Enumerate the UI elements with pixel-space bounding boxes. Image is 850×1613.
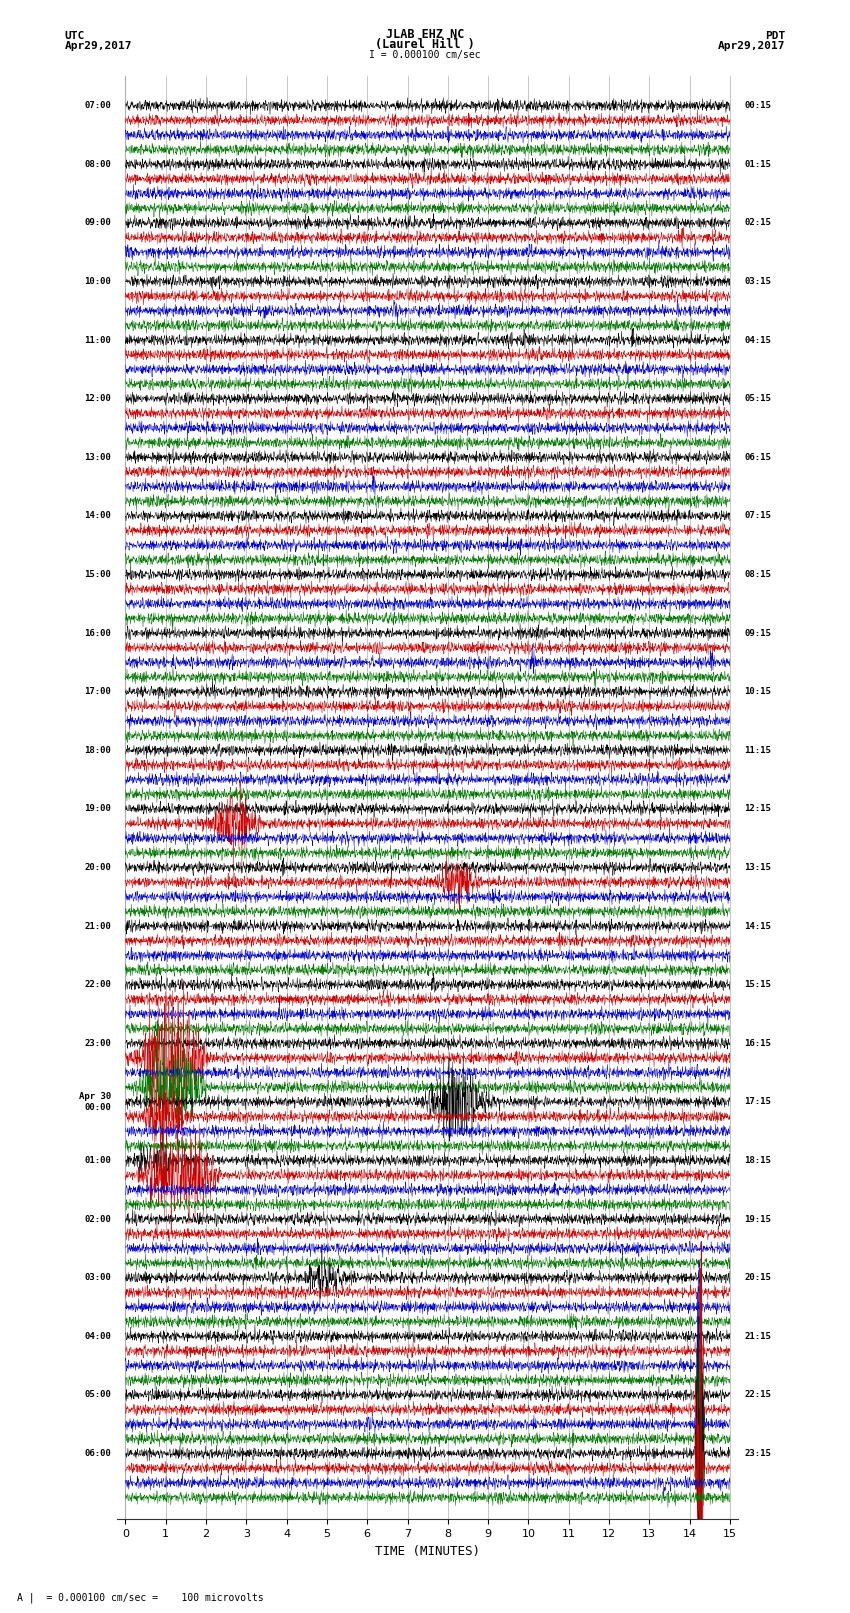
Text: 14:00: 14:00: [84, 511, 111, 521]
Text: 11:15: 11:15: [744, 745, 771, 755]
Text: 08:00: 08:00: [84, 160, 111, 169]
Text: 20:15: 20:15: [744, 1273, 771, 1282]
Text: 18:00: 18:00: [84, 745, 111, 755]
Text: 16:15: 16:15: [744, 1039, 771, 1048]
Text: 07:15: 07:15: [744, 511, 771, 521]
Text: 03:15: 03:15: [744, 277, 771, 286]
Text: Apr29,2017: Apr29,2017: [65, 40, 132, 50]
Text: 07:00: 07:00: [84, 102, 111, 110]
Text: JLAB EHZ NC: JLAB EHZ NC: [386, 27, 464, 40]
Text: 13:00: 13:00: [84, 453, 111, 461]
Text: 19:15: 19:15: [744, 1215, 771, 1224]
Text: PDT: PDT: [765, 31, 785, 40]
Text: 00:15: 00:15: [744, 102, 771, 110]
Text: 02:15: 02:15: [744, 218, 771, 227]
Text: 11:00: 11:00: [84, 336, 111, 345]
X-axis label: TIME (MINUTES): TIME (MINUTES): [375, 1545, 480, 1558]
Text: 22:00: 22:00: [84, 981, 111, 989]
Text: 13:15: 13:15: [744, 863, 771, 873]
Text: Apr29,2017: Apr29,2017: [718, 40, 785, 50]
Text: 17:00: 17:00: [84, 687, 111, 697]
Text: 10:00: 10:00: [84, 277, 111, 286]
Text: 09:15: 09:15: [744, 629, 771, 637]
Text: 23:15: 23:15: [744, 1448, 771, 1458]
Text: 12:15: 12:15: [744, 805, 771, 813]
Text: 09:00: 09:00: [84, 218, 111, 227]
Text: 06:00: 06:00: [84, 1448, 111, 1458]
Text: 18:15: 18:15: [744, 1157, 771, 1165]
Text: 04:15: 04:15: [744, 336, 771, 345]
Text: 15:00: 15:00: [84, 569, 111, 579]
Text: 15:15: 15:15: [744, 981, 771, 989]
Text: 03:00: 03:00: [84, 1273, 111, 1282]
Text: 01:15: 01:15: [744, 160, 771, 169]
Text: Apr 30
00:00: Apr 30 00:00: [79, 1092, 111, 1111]
Text: 02:00: 02:00: [84, 1215, 111, 1224]
Text: 20:00: 20:00: [84, 863, 111, 873]
Text: I = 0.000100 cm/sec: I = 0.000100 cm/sec: [369, 50, 481, 60]
Text: 22:15: 22:15: [744, 1390, 771, 1400]
Text: 23:00: 23:00: [84, 1039, 111, 1048]
Text: 16:00: 16:00: [84, 629, 111, 637]
Text: 10:15: 10:15: [744, 687, 771, 697]
Text: 14:15: 14:15: [744, 921, 771, 931]
Text: A |  = 0.000100 cm/sec =    100 microvolts: A | = 0.000100 cm/sec = 100 microvolts: [17, 1592, 264, 1603]
Text: 04:00: 04:00: [84, 1332, 111, 1340]
Text: 06:15: 06:15: [744, 453, 771, 461]
Text: UTC: UTC: [65, 31, 85, 40]
Text: 05:15: 05:15: [744, 394, 771, 403]
Text: 21:00: 21:00: [84, 921, 111, 931]
Text: 12:00: 12:00: [84, 394, 111, 403]
Text: 08:15: 08:15: [744, 569, 771, 579]
Text: 05:00: 05:00: [84, 1390, 111, 1400]
Text: 21:15: 21:15: [744, 1332, 771, 1340]
Text: 19:00: 19:00: [84, 805, 111, 813]
Text: (Laurel Hill ): (Laurel Hill ): [375, 37, 475, 50]
Text: 17:15: 17:15: [744, 1097, 771, 1107]
Text: 01:00: 01:00: [84, 1157, 111, 1165]
